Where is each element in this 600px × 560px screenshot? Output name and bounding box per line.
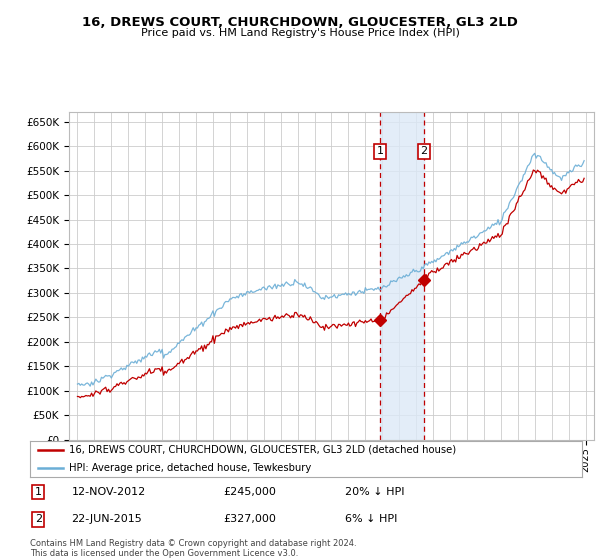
Text: Contains HM Land Registry data © Crown copyright and database right 2024.
This d: Contains HM Land Registry data © Crown c…	[30, 539, 356, 558]
Text: 20% ↓ HPI: 20% ↓ HPI	[344, 487, 404, 497]
Text: 1: 1	[35, 487, 42, 497]
Text: 2: 2	[35, 515, 42, 524]
Text: 2: 2	[421, 146, 428, 156]
Text: £245,000: £245,000	[223, 487, 276, 497]
Text: £327,000: £327,000	[223, 515, 276, 524]
Text: 16, DREWS COURT, CHURCHDOWN, GLOUCESTER, GL3 2LD: 16, DREWS COURT, CHURCHDOWN, GLOUCESTER,…	[82, 16, 518, 29]
Text: 1: 1	[377, 146, 383, 156]
Text: 22-JUN-2015: 22-JUN-2015	[71, 515, 142, 524]
Text: 6% ↓ HPI: 6% ↓ HPI	[344, 515, 397, 524]
Bar	[380, 112, 424, 440]
Text: 16, DREWS COURT, CHURCHDOWN, GLOUCESTER, GL3 2LD (detached house): 16, DREWS COURT, CHURCHDOWN, GLOUCESTER,…	[68, 445, 456, 455]
Text: HPI: Average price, detached house, Tewkesbury: HPI: Average price, detached house, Tewk…	[68, 463, 311, 473]
Text: Price paid vs. HM Land Registry's House Price Index (HPI): Price paid vs. HM Land Registry's House …	[140, 28, 460, 38]
Text: 12-NOV-2012: 12-NOV-2012	[71, 487, 146, 497]
